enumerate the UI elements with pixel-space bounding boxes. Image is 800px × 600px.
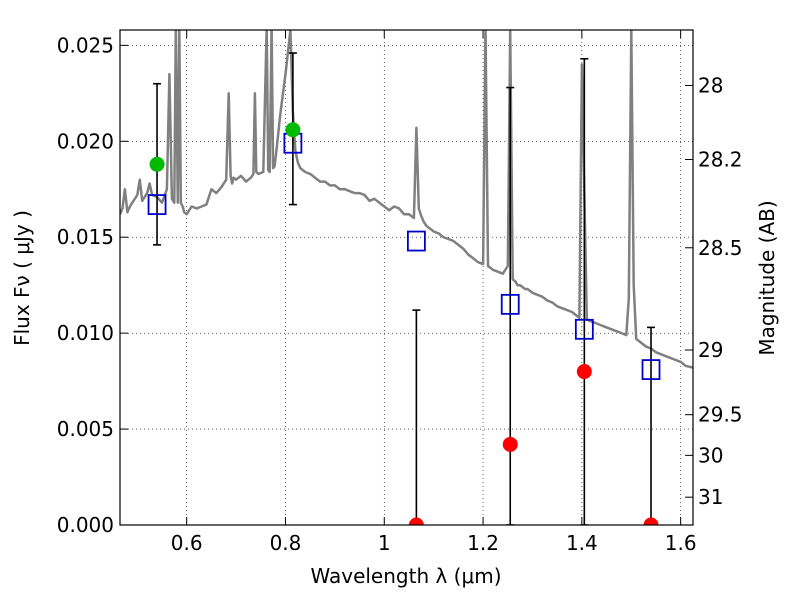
grid bbox=[120, 30, 693, 526]
x-tick-label: 1 bbox=[378, 531, 391, 555]
detection-point bbox=[285, 122, 301, 138]
x-tick-label: 1.6 bbox=[665, 531, 697, 555]
right-tick-label: 29.5 bbox=[698, 403, 743, 427]
y-tick-label: 0.015 bbox=[57, 225, 114, 249]
low-flux-point bbox=[643, 517, 659, 525]
y-tick-label: 0.020 bbox=[57, 129, 114, 153]
y-right-axis-label: Magnitude (AB) bbox=[755, 200, 779, 355]
x-tick-label: 0.8 bbox=[270, 531, 302, 555]
axes-ticks: 0.6 0.8 1 1.2 1.4 1.6 0.000 0.005 0.010 0.015 0.02… bbox=[57, 30, 743, 555]
model-photometry-square bbox=[641, 359, 661, 380]
low-flux-point bbox=[576, 364, 592, 380]
y-tick-label: 0.025 bbox=[57, 33, 114, 57]
right-tick-label: 28.5 bbox=[698, 236, 743, 260]
x-tick-label: 0.6 bbox=[171, 531, 203, 555]
x-axis-label: Wavelength λ (μm) bbox=[310, 564, 501, 588]
right-tick-label: 29 bbox=[698, 338, 723, 362]
x-tick-label: 1.4 bbox=[566, 531, 598, 555]
right-tick-label: 31 bbox=[698, 485, 723, 509]
model-photometry-square bbox=[574, 318, 594, 340]
x-tick-label: 1.2 bbox=[467, 531, 499, 555]
model-photometry-square bbox=[500, 293, 520, 315]
detection-point bbox=[149, 156, 165, 172]
plot-frame bbox=[119, 29, 694, 526]
sed-model-line bbox=[120, 30, 693, 369]
model-photometry-square bbox=[406, 230, 426, 252]
right-tick-label: 30 bbox=[698, 443, 723, 467]
low-flux-point bbox=[408, 517, 424, 525]
y-axis-label: Flux Fν ( μJy ) bbox=[10, 210, 34, 346]
y-tick-label: 0.000 bbox=[57, 513, 114, 537]
y-tick-label: 0.010 bbox=[57, 321, 114, 345]
right-tick-label: 28.2 bbox=[698, 148, 743, 172]
low-flux-point bbox=[502, 436, 518, 452]
right-tick-label: 28 bbox=[698, 73, 723, 97]
model-photometry-square bbox=[147, 194, 167, 215]
y-tick-label: 0.005 bbox=[57, 417, 114, 441]
plot-area bbox=[120, 30, 693, 525]
